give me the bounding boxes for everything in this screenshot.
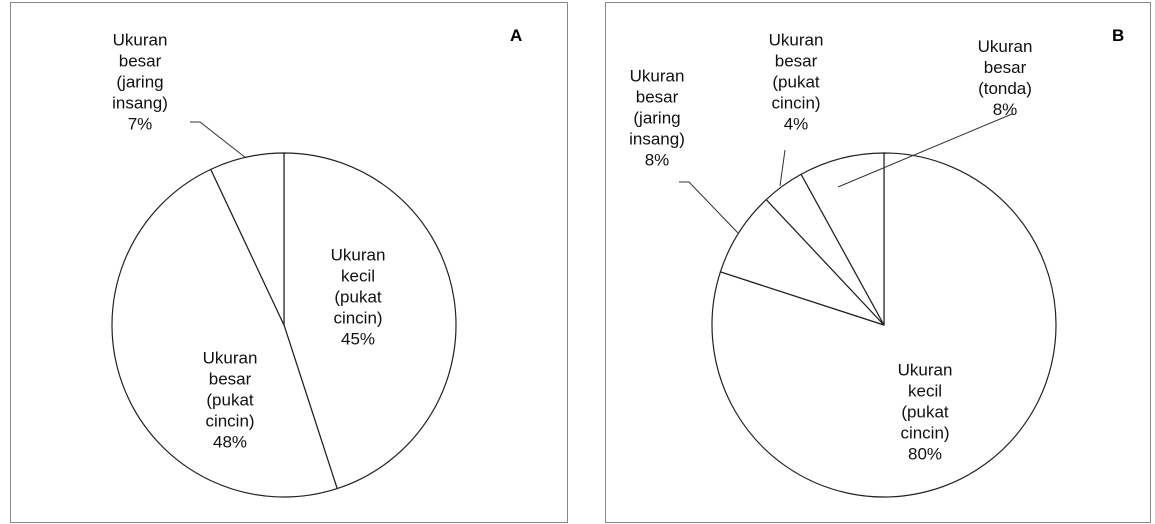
leader-line — [190, 121, 247, 159]
slice-name: Ukuran besar (jaring insang) — [629, 66, 685, 149]
slice-name: Ukuran besar (pukat cincin) — [202, 348, 258, 431]
pie-slice — [800, 152, 885, 326]
slice-label: Ukuran besar (pukat cincin) 4% — [754, 30, 838, 135]
leader-line — [779, 149, 786, 187]
slice-name: Ukuran besar (pukat cincin) — [768, 30, 824, 113]
slice-value: 7% — [127, 114, 153, 134]
slice-label: Ukuran besar (pukat cincin) 48% — [188, 348, 272, 453]
slice-value: 45% — [340, 329, 376, 349]
slice-label: Ukuran kecil (pukat cincin) 45% — [316, 245, 400, 350]
leader-line — [679, 181, 739, 234]
panel-border — [10, 2, 568, 523]
pie-slice — [209, 152, 285, 326]
slice-label: Ukuran besar (jaring insang) 8% — [615, 66, 699, 171]
slice-label: Ukuran besar (tonda) 8% — [963, 36, 1047, 120]
panel-border — [605, 2, 1151, 523]
slice-value: 8% — [992, 100, 1018, 119]
slice-value: 4% — [783, 114, 809, 134]
slice-label: Ukuran kecil (pukat cincin) 80% — [883, 360, 967, 465]
pie-slice — [283, 152, 457, 490]
slice-name: Ukuran besar (jaring insang) — [112, 30, 168, 113]
slice-label: Ukuran besar (jaring insang) 7% — [98, 30, 182, 135]
slice-name: Ukuran kecil (pukat cincin) — [330, 245, 386, 328]
slice-name: Ukuran kecil (pukat cincin) — [897, 360, 953, 443]
slice-value: 8% — [644, 150, 670, 170]
leader-line — [837, 113, 1013, 188]
slice-name: Ukuran besar (tonda) — [977, 37, 1033, 98]
chart-title: B — [1112, 26, 1125, 45]
chart-title: A — [510, 26, 523, 45]
slice-value: 48% — [212, 432, 248, 452]
slice-value: 80% — [907, 444, 943, 464]
pie-slice — [111, 168, 338, 498]
